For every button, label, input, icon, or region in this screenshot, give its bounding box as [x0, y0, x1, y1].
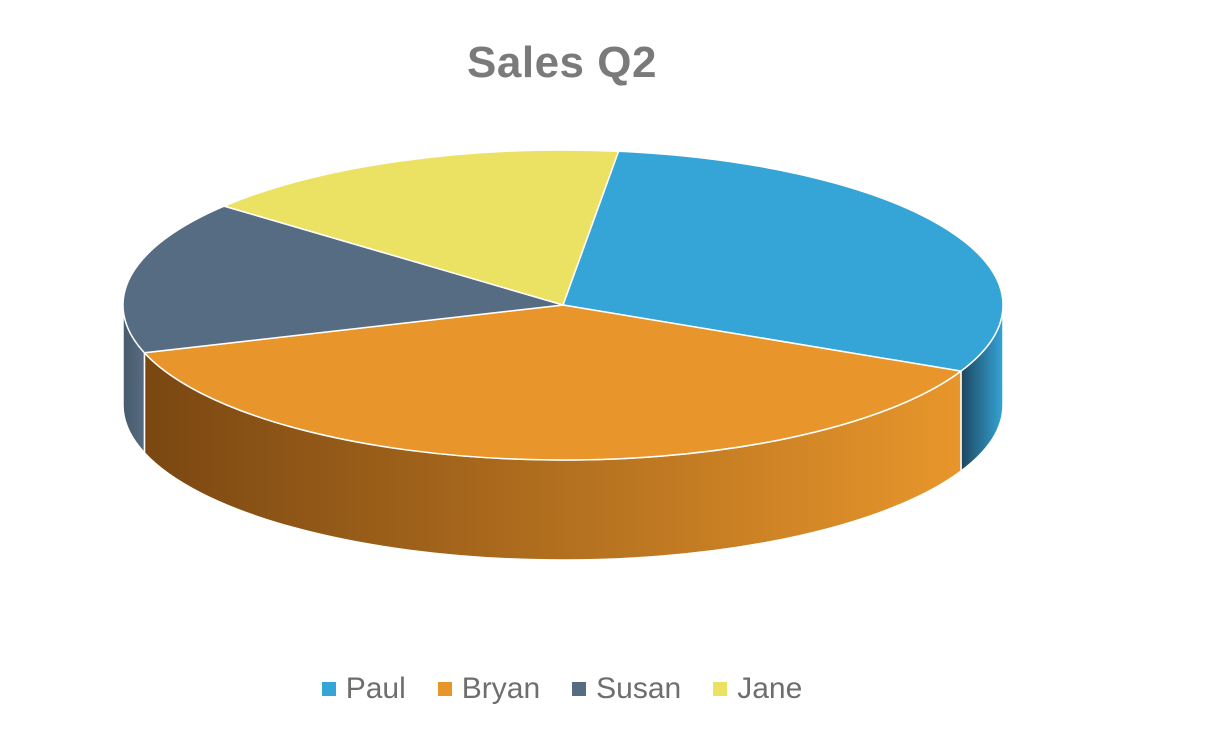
legend-item-susan: Susan — [572, 672, 681, 706]
legend-swatch-bryan — [437, 682, 452, 696]
legend-label: Bryan — [461, 672, 541, 705]
legend-label: Paul — [345, 672, 406, 705]
legend-swatch-susan — [572, 682, 587, 696]
pie-slice-jane — [223, 149, 620, 306]
legend-item-bryan: Bryan — [437, 672, 541, 706]
legend-label: Jane — [737, 672, 803, 705]
pie-slice-susan — [122, 205, 564, 354]
chart-legend: Paul Bryan Susan Jane — [0, 672, 1124, 706]
legend-swatch-paul — [321, 682, 336, 696]
pie-slice-bryan — [143, 304, 962, 461]
legend-swatch-jane — [713, 682, 728, 696]
pie-slice-paul — [562, 150, 1004, 372]
legend-item-paul: Paul — [321, 672, 406, 706]
legend-item-jane: Jane — [713, 672, 802, 706]
chart-title: Sales Q2 — [467, 38, 657, 87]
pie-top-faces — [122, 149, 1004, 461]
legend-label: Susan — [596, 672, 682, 705]
